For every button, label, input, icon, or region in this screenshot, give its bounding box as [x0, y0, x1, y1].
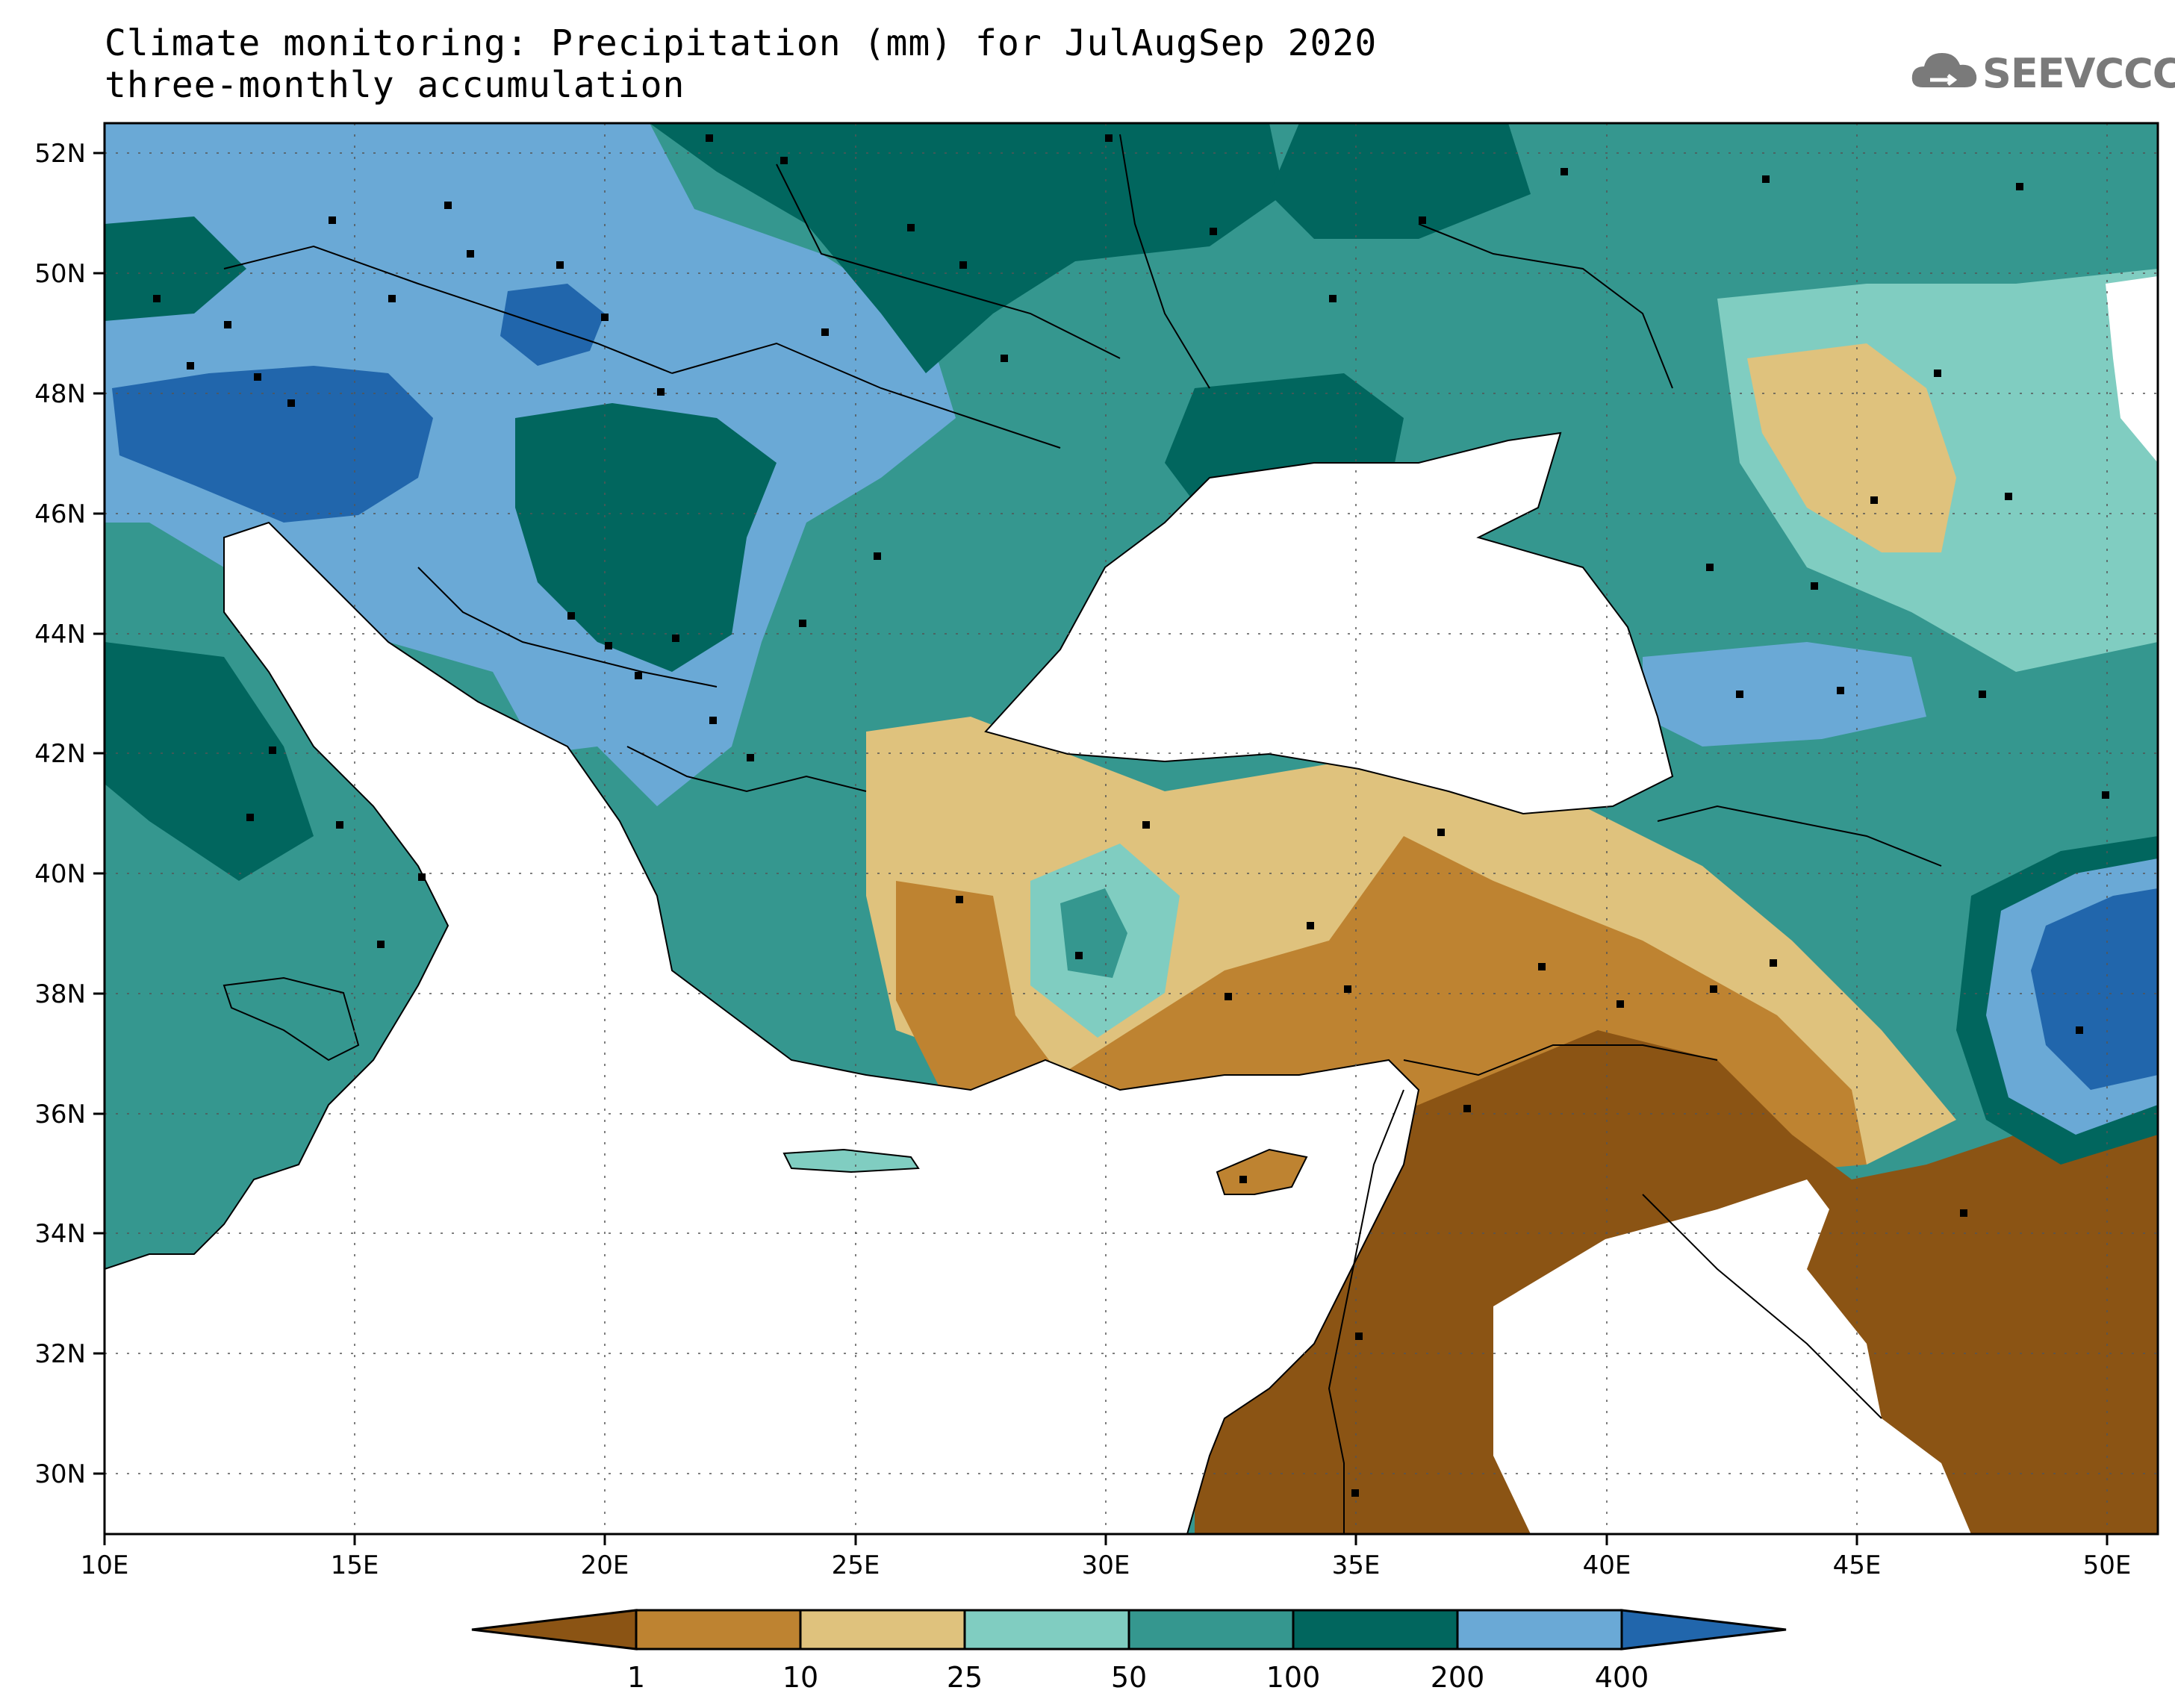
colorbar-label: 200	[1431, 1661, 1485, 1694]
y-tick-label: 50N	[34, 259, 86, 289]
sicily-island	[223, 976, 360, 1062]
logo-text: SEEVCCC	[1982, 50, 2175, 97]
colorbar: 1 10 25 50 100 200 400	[471, 1609, 1787, 1694]
colorbar-segment-5	[1292, 1609, 1459, 1651]
field-nw-teal	[105, 216, 246, 321]
x-tick-label: 45E	[1833, 1550, 1882, 1580]
crete-island	[782, 1148, 920, 1174]
y-tick-label: 42N	[34, 739, 86, 769]
colorbar-segment-7	[1620, 1609, 1787, 1651]
y-tick-label: 38N	[34, 979, 86, 1009]
colorbar-label: 50	[1111, 1661, 1147, 1694]
adriatic-mediterranean-sea	[105, 521, 1420, 1534]
seevccc-logo: SEEVCCC	[1908, 41, 2175, 108]
x-tick-label: 50E	[2083, 1550, 2132, 1580]
x-tick-label: 10E	[81, 1550, 129, 1580]
field-balkan-teal	[515, 403, 777, 672]
x-tick-label: 35E	[1332, 1550, 1381, 1580]
colorbar-label: 25	[947, 1661, 983, 1694]
colorbar-segment-4	[1127, 1609, 1295, 1651]
field-nw-dark-blue-2	[500, 284, 605, 366]
black-sea	[984, 431, 1674, 815]
colorbar-segment-1	[635, 1609, 802, 1651]
colorbar-segment-2	[799, 1609, 966, 1651]
y-tick-label: 36N	[34, 1100, 86, 1129]
field-east-dark-blue	[2031, 888, 2158, 1090]
field-west-coast-teal	[105, 642, 314, 881]
arabian-no-data	[1493, 1179, 1971, 1534]
colorbar-label: 10	[782, 1661, 818, 1694]
country-borders	[223, 134, 1942, 1534]
y-tick-label: 32N	[34, 1339, 86, 1369]
colorbar-segment-3	[963, 1609, 1130, 1651]
x-tick-label: 20E	[581, 1550, 629, 1580]
map-frame	[103, 122, 2159, 1536]
field-caucasus-blue	[1643, 642, 1926, 747]
field-caspian-sand	[1747, 343, 1956, 552]
y-tick-label: 30N	[34, 1459, 86, 1489]
y-tick-label: 46N	[34, 499, 86, 529]
colorbar-label: 1	[627, 1661, 645, 1694]
y-tick-label: 40N	[34, 859, 86, 889]
graticule	[105, 123, 2158, 1534]
colorbar-segment-6	[1456, 1609, 1623, 1651]
colorbar-label: 100	[1266, 1661, 1321, 1694]
y-tick-label: 44N	[34, 620, 86, 649]
y-axis-labels: 52N 50N 48N 46N 44N 42N 40N 38N 36N 34N …	[34, 139, 86, 1489]
map-title: Climate monitoring: Precipitation (mm) f…	[105, 22, 1377, 106]
x-tick-label: 15E	[331, 1550, 379, 1580]
x-tick-label: 25E	[832, 1550, 880, 1580]
title-line-2: three-monthly accumulation	[105, 64, 685, 106]
title-line-1: Climate monitoring: Precipitation (mm) f…	[105, 22, 1378, 64]
field-north-teal	[650, 123, 1284, 373]
x-tick-label: 30E	[1082, 1550, 1130, 1580]
caspian-no-data	[2106, 276, 2158, 463]
x-axis-labels: 10E 15E 20E 25E 30E 35E 40E 45E 50E	[81, 1550, 2132, 1580]
y-tick-label: 34N	[34, 1219, 86, 1249]
colorbar-segment-0	[471, 1609, 638, 1651]
axis-ticks	[93, 152, 2109, 1545]
cloud-icon	[1911, 53, 1977, 87]
colorbar-label: 400	[1595, 1661, 1649, 1694]
field-nw-dark-blue	[112, 366, 433, 523]
field-north-teal-east	[1269, 123, 1531, 239]
station-markers	[153, 134, 2109, 1497]
y-tick-label: 52N	[34, 139, 86, 169]
map-field	[105, 123, 2158, 1534]
y-tick-label: 48N	[34, 379, 86, 409]
x-tick-label: 40E	[1583, 1550, 1631, 1580]
